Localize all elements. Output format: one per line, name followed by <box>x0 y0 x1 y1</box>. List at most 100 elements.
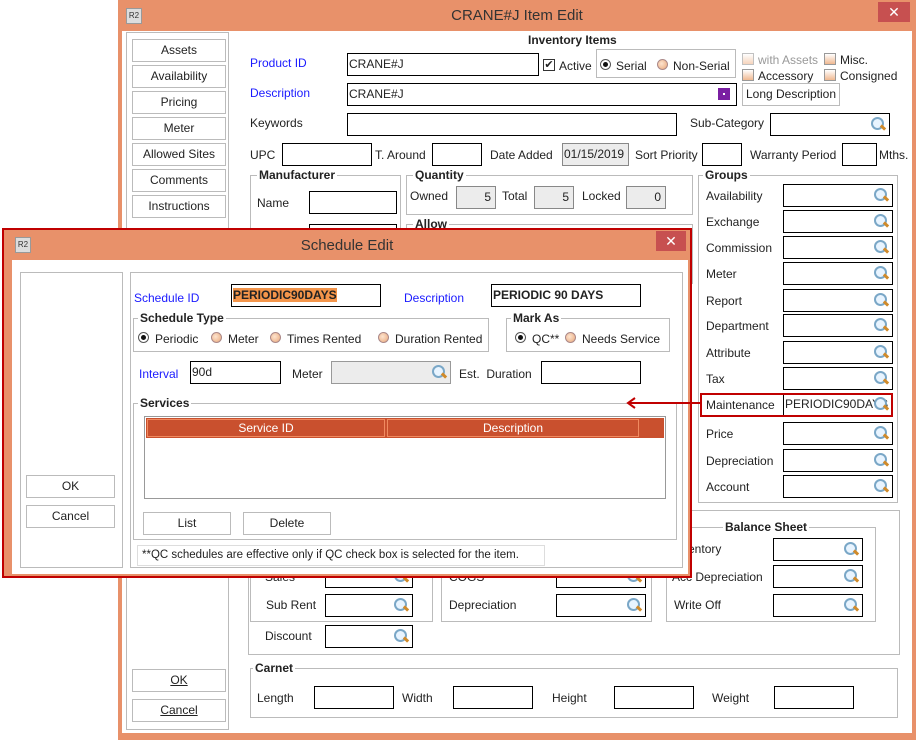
t-around-label: T. Around <box>375 148 426 162</box>
group-meter-input[interactable] <box>783 262 893 285</box>
active-checkbox[interactable]: ✔ <box>543 59 555 71</box>
serial-radio[interactable] <box>600 59 611 70</box>
times-rented-radio[interactable] <box>270 332 281 343</box>
pricing-button[interactable]: Pricing <box>132 91 226 114</box>
search-icon[interactable] <box>873 425 889 441</box>
ok-button[interactable]: OK <box>132 669 226 692</box>
serial-label: Serial <box>616 59 647 73</box>
expand-icon[interactable] <box>718 88 730 100</box>
duration-rented-radio[interactable] <box>378 332 389 343</box>
search-icon[interactable] <box>873 396 889 412</box>
description-input[interactable]: CRANE#J <box>347 83 737 106</box>
acc-depreciation-input[interactable] <box>773 565 863 588</box>
search-icon[interactable] <box>873 213 889 229</box>
upc-input[interactable] <box>282 143 372 166</box>
availability-button[interactable]: Availability <box>132 65 226 88</box>
write-off-input[interactable] <box>773 594 863 617</box>
group-depreciation-input[interactable] <box>783 449 893 472</box>
search-icon[interactable] <box>873 317 889 333</box>
with-assets-label: with Assets <box>758 53 819 67</box>
group-account-input[interactable] <box>783 475 893 498</box>
search-icon[interactable] <box>870 116 886 132</box>
column-service-id[interactable]: Service ID <box>147 419 385 437</box>
balance-sheet-title: Balance Sheet <box>723 520 810 534</box>
width-input[interactable] <box>453 686 533 709</box>
search-icon[interactable] <box>626 597 642 613</box>
search-icon[interactable] <box>873 265 889 281</box>
dialog-description-input[interactable]: PERIODIC 90 DAYS <box>491 284 641 307</box>
delete-button[interactable]: Delete <box>243 512 331 535</box>
product-id-input[interactable]: CRANE#J <box>347 53 539 76</box>
search-icon[interactable] <box>873 187 889 203</box>
close-button[interactable]: ✕ <box>878 2 910 22</box>
needs-service-label: Needs Service <box>582 332 661 346</box>
arrow-head <box>626 397 636 409</box>
group-availability-label: Availability <box>706 189 763 203</box>
column-description[interactable]: Description <box>387 419 639 437</box>
search-icon[interactable] <box>873 370 889 386</box>
manufacturer-name-input[interactable] <box>309 191 397 214</box>
misc-checkbox[interactable] <box>824 53 836 65</box>
height-input[interactable] <box>614 686 694 709</box>
qc-radio[interactable] <box>515 332 526 343</box>
dialog-close-button[interactable]: ✕ <box>656 231 686 251</box>
group-tax-input[interactable] <box>783 367 893 390</box>
assets-button[interactable]: Assets <box>132 39 226 62</box>
search-icon[interactable] <box>873 292 889 308</box>
accessory-checkbox[interactable] <box>742 69 754 81</box>
dialog-cancel-button[interactable]: Cancel <box>26 505 115 528</box>
sub-rent-input[interactable] <box>325 594 413 617</box>
schedule-id-input[interactable]: PERIODIC90DAYS <box>231 284 381 307</box>
keywords-input[interactable] <box>347 113 677 136</box>
width-label: Width <box>402 691 433 705</box>
depreciation-input[interactable] <box>556 594 646 617</box>
sort-priority-input[interactable] <box>702 143 742 166</box>
schedule-id-label: Schedule ID <box>134 291 200 305</box>
long-description-button[interactable]: Long Description <box>742 83 840 106</box>
group-availability-input[interactable] <box>783 184 893 207</box>
dialog-ok-button[interactable]: OK <box>26 475 115 498</box>
qc-label: QC** <box>532 332 560 346</box>
group-department-input[interactable] <box>783 314 893 337</box>
search-icon[interactable] <box>873 452 889 468</box>
est-duration-input[interactable] <box>541 361 641 384</box>
app-icon: R2 <box>126 8 142 24</box>
cancel-button[interactable]: Cancel <box>132 699 226 722</box>
dialog-title: Schedule Edit <box>300 237 394 254</box>
search-icon[interactable] <box>873 478 889 494</box>
services-table[interactable]: Service ID Description <box>144 416 666 499</box>
meter-radio[interactable] <box>211 332 222 343</box>
search-icon[interactable] <box>873 344 889 360</box>
meter-button[interactable]: Meter <box>132 117 226 140</box>
list-button[interactable]: List <box>143 512 231 535</box>
search-icon[interactable] <box>843 597 859 613</box>
inventory-input[interactable] <box>773 538 863 561</box>
comments-button[interactable]: Comments <box>132 169 226 192</box>
interval-input[interactable]: 90d <box>190 361 281 384</box>
group-exchange-input[interactable] <box>783 210 893 233</box>
discount-input[interactable] <box>325 625 413 648</box>
search-icon[interactable] <box>393 628 409 644</box>
needs-service-radio[interactable] <box>565 332 576 343</box>
search-icon[interactable] <box>873 239 889 255</box>
search-icon[interactable] <box>393 597 409 613</box>
weight-input[interactable] <box>774 686 854 709</box>
search-icon[interactable] <box>843 541 859 557</box>
sub-rent-label: Sub Rent <box>266 598 317 612</box>
instructions-button[interactable]: Instructions <box>132 195 226 218</box>
sub-category-input[interactable] <box>770 113 890 136</box>
consigned-checkbox[interactable] <box>824 69 836 81</box>
group-attribute-input[interactable] <box>783 341 893 364</box>
group-price-input[interactable] <box>783 422 893 445</box>
search-icon[interactable] <box>843 568 859 584</box>
warranty-period-input[interactable] <box>842 143 877 166</box>
product-id-label: Product ID <box>250 56 307 70</box>
non-serial-radio[interactable] <box>657 59 668 70</box>
periodic-radio[interactable] <box>138 332 149 343</box>
search-icon[interactable] <box>431 364 447 380</box>
t-around-input[interactable] <box>432 143 482 166</box>
group-report-input[interactable] <box>783 289 893 312</box>
group-commission-input[interactable] <box>783 236 893 259</box>
length-input[interactable] <box>314 686 394 709</box>
allowed-sites-button[interactable]: Allowed Sites <box>132 143 226 166</box>
